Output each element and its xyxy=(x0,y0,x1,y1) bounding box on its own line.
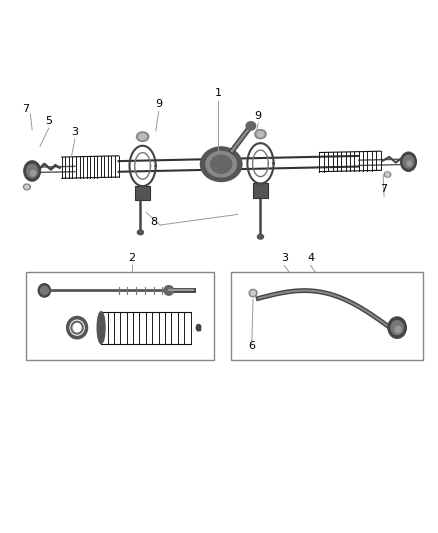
Ellipse shape xyxy=(206,151,237,177)
Ellipse shape xyxy=(386,173,389,176)
Text: 3: 3 xyxy=(281,253,288,263)
Text: 9: 9 xyxy=(155,99,162,109)
Text: 9: 9 xyxy=(255,111,262,120)
Bar xyxy=(26,272,214,360)
Ellipse shape xyxy=(67,317,88,339)
Bar xyxy=(231,272,424,360)
Ellipse shape xyxy=(251,291,255,295)
Text: 6: 6 xyxy=(248,341,255,351)
Ellipse shape xyxy=(255,130,266,139)
Ellipse shape xyxy=(257,132,264,137)
Bar xyxy=(135,185,150,200)
Text: 7: 7 xyxy=(381,184,388,194)
Ellipse shape xyxy=(25,185,29,189)
Ellipse shape xyxy=(258,235,264,239)
Text: 7: 7 xyxy=(22,104,30,115)
Ellipse shape xyxy=(97,312,105,344)
Ellipse shape xyxy=(38,284,50,297)
Ellipse shape xyxy=(384,172,391,177)
Ellipse shape xyxy=(407,161,412,166)
Ellipse shape xyxy=(73,324,81,332)
Ellipse shape xyxy=(139,134,147,140)
Ellipse shape xyxy=(30,171,35,176)
Bar xyxy=(253,183,268,198)
Text: 1: 1 xyxy=(215,88,222,99)
Ellipse shape xyxy=(211,155,232,173)
Ellipse shape xyxy=(401,152,417,171)
Ellipse shape xyxy=(137,132,149,141)
Ellipse shape xyxy=(201,147,242,182)
Text: 5: 5 xyxy=(45,116,52,126)
Text: 8: 8 xyxy=(151,217,158,227)
Ellipse shape xyxy=(70,320,84,335)
Ellipse shape xyxy=(249,289,257,297)
Ellipse shape xyxy=(246,122,256,130)
Ellipse shape xyxy=(71,321,83,334)
Ellipse shape xyxy=(388,317,406,338)
Ellipse shape xyxy=(196,325,201,331)
Text: 2: 2 xyxy=(128,253,135,263)
Text: 4: 4 xyxy=(307,253,314,263)
Ellipse shape xyxy=(403,155,414,168)
Ellipse shape xyxy=(23,184,30,190)
Ellipse shape xyxy=(138,230,144,235)
Ellipse shape xyxy=(27,164,38,177)
Ellipse shape xyxy=(40,286,48,295)
Ellipse shape xyxy=(24,161,40,181)
Ellipse shape xyxy=(164,286,173,295)
Text: 3: 3 xyxy=(71,127,78,136)
Ellipse shape xyxy=(395,326,401,332)
Ellipse shape xyxy=(391,321,403,335)
